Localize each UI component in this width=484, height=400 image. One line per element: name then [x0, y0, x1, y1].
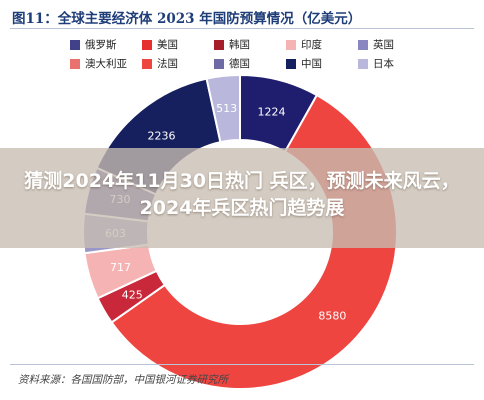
- slice-value-label: 8580: [318, 309, 346, 322]
- legend-item: 澳大利亚: [70, 57, 142, 70]
- legend-swatch: [142, 58, 152, 69]
- headline-overlay: [0, 148, 484, 248]
- figure-title: 图11：全球主要经济体 2023 年国防预算情况（亿美元）: [12, 11, 362, 27]
- legend-swatch: [70, 39, 80, 50]
- title-divider: [10, 28, 474, 29]
- legend-swatch: [214, 58, 224, 69]
- legend-label: 韩国: [229, 39, 250, 51]
- slice-value-label: 717: [110, 261, 131, 274]
- legend-swatch: [286, 58, 296, 69]
- headline-text: 猜测2024年11月30日热门 兵区，预测未来风云，2024年兵区热门趋势展: [24, 170, 460, 219]
- legend-item: 德国: [214, 57, 286, 70]
- donut-slice: [205, 73, 241, 144]
- legend-swatch: [142, 39, 152, 50]
- legend-swatch: [286, 39, 296, 50]
- chart-legend: 俄罗斯 美国 韩国 印度 英国澳大利亚 法国 德国 中国 日本: [70, 38, 430, 70]
- legend-swatch: [70, 58, 80, 69]
- slice-value-label: 1224: [258, 106, 286, 119]
- legend-label: 日本: [373, 58, 394, 70]
- legend-item: 日本: [358, 57, 430, 70]
- legend-label: 俄罗斯: [85, 39, 117, 51]
- legend-label: 法国: [157, 58, 178, 70]
- legend-label: 德国: [229, 58, 250, 70]
- legend-item: 英国: [358, 38, 430, 51]
- legend-label: 印度: [301, 39, 322, 51]
- legend-label: 英国: [373, 39, 394, 51]
- legend-item: 印度: [286, 38, 358, 51]
- legend-label: 澳大利亚: [85, 58, 127, 70]
- legend-item: 美国: [142, 38, 214, 51]
- legend-item: 法国: [142, 57, 214, 70]
- legend-item: 俄罗斯: [70, 38, 142, 51]
- source-divider: [10, 364, 474, 365]
- legend-swatch: [358, 39, 368, 50]
- slice-value-label: 425: [122, 288, 143, 301]
- legend-label: 中国: [301, 58, 322, 70]
- legend-swatch: [358, 58, 368, 69]
- legend-item: 韩国: [214, 38, 286, 51]
- slice-value-label: 2236: [148, 129, 176, 142]
- source-note: 资料来源：各国国防部，中国银河证券研究所: [18, 374, 228, 386]
- legend-item: 中国: [286, 57, 358, 70]
- legend-label: 美国: [157, 39, 178, 51]
- legend-swatch: [214, 39, 224, 50]
- slice-value-label: 513: [216, 102, 237, 115]
